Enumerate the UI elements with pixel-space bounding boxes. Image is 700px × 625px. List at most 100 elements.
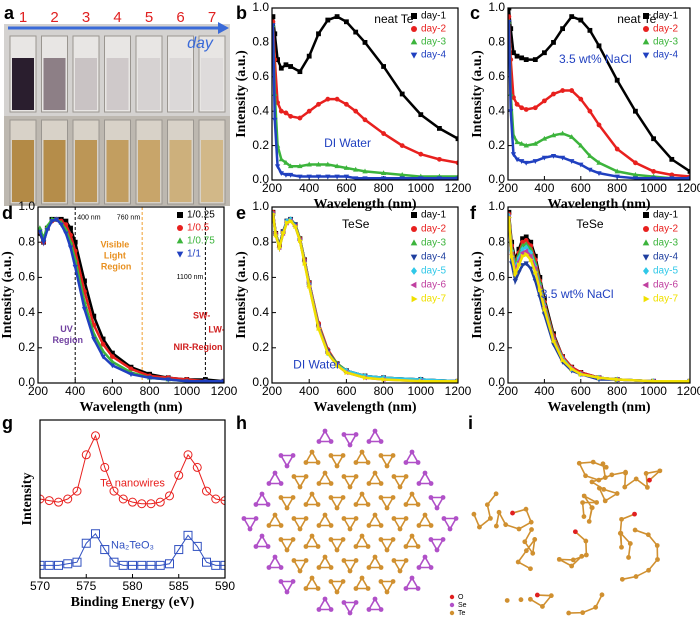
legend-label: day-4 xyxy=(421,50,446,61)
axes-frame xyxy=(37,206,225,384)
atom xyxy=(316,439,322,444)
data-point xyxy=(669,156,675,162)
bond xyxy=(354,576,370,590)
data-point xyxy=(542,306,548,312)
atom xyxy=(403,516,409,521)
bond xyxy=(304,450,320,464)
bond xyxy=(254,492,270,506)
atom xyxy=(315,502,321,507)
data-point xyxy=(155,560,165,570)
bond xyxy=(329,580,345,594)
bond xyxy=(417,471,433,485)
atom xyxy=(618,530,624,536)
x-tick-label: 1200 xyxy=(677,384,700,398)
atom xyxy=(647,477,652,483)
legend-marker xyxy=(642,239,650,246)
atom xyxy=(328,579,334,584)
data-point xyxy=(67,245,74,251)
data-point xyxy=(519,250,525,256)
data-point xyxy=(587,108,593,114)
atom xyxy=(378,579,384,584)
arrow-head xyxy=(218,22,229,34)
atom xyxy=(570,557,576,563)
data-point xyxy=(202,486,211,496)
data-point xyxy=(293,223,299,229)
data-point xyxy=(165,559,174,569)
atom xyxy=(378,565,384,570)
annotation: neat Te xyxy=(617,12,656,26)
data-point xyxy=(520,253,526,259)
atom xyxy=(341,432,347,437)
data-point xyxy=(44,227,50,233)
atom xyxy=(534,592,540,598)
data-point xyxy=(155,497,165,507)
panel-label: f xyxy=(470,203,477,223)
atom xyxy=(266,481,272,486)
atom xyxy=(384,547,390,553)
bond xyxy=(292,559,308,573)
atom xyxy=(581,514,587,519)
data-point xyxy=(532,57,538,62)
atom xyxy=(619,516,624,522)
x-tick-label: 1000 xyxy=(640,384,667,398)
data-point xyxy=(528,239,534,245)
atom xyxy=(340,495,346,500)
data-point xyxy=(363,375,368,381)
atom xyxy=(447,526,453,532)
x-tick-label: 400 xyxy=(534,181,554,195)
atom xyxy=(403,586,409,591)
data-point xyxy=(651,378,657,383)
data-point xyxy=(587,27,593,33)
data-point xyxy=(524,251,530,258)
atom xyxy=(372,596,378,602)
atom xyxy=(309,491,315,497)
atom xyxy=(253,544,259,549)
atom xyxy=(378,495,384,500)
legend-marker xyxy=(411,13,417,19)
bond xyxy=(354,450,370,464)
atom xyxy=(583,538,589,544)
annotation: SW- xyxy=(193,310,210,320)
atom xyxy=(365,544,371,549)
legend-marker xyxy=(411,295,418,303)
atom xyxy=(328,607,334,612)
atom xyxy=(378,453,384,458)
atom xyxy=(614,491,620,496)
annotation-line: Light xyxy=(104,251,129,261)
atom xyxy=(609,472,615,478)
data-point xyxy=(542,98,547,104)
data-point xyxy=(272,14,276,19)
atom xyxy=(347,610,353,616)
legend-label: day-1 xyxy=(653,210,678,221)
atom xyxy=(365,460,371,465)
atom xyxy=(322,428,328,434)
atom xyxy=(627,541,633,546)
atom xyxy=(315,544,321,549)
atom xyxy=(529,527,534,532)
legend-label: day-3 xyxy=(421,238,446,249)
legend-marker xyxy=(642,281,649,289)
legend-label: day-2 xyxy=(653,24,678,35)
atom xyxy=(515,559,521,565)
atom xyxy=(372,554,378,560)
data-point xyxy=(569,14,575,19)
y-tick-label: 0.6 xyxy=(488,270,505,284)
atom xyxy=(353,474,359,479)
atom xyxy=(390,579,396,584)
data-point xyxy=(380,176,387,180)
legend-marker xyxy=(449,610,455,616)
legend-label: day-3 xyxy=(653,238,678,249)
bond xyxy=(392,475,408,489)
data-point xyxy=(514,101,520,107)
atom xyxy=(522,539,528,545)
vial-liquid xyxy=(75,58,97,110)
guide-label: 1100 nm xyxy=(177,274,204,281)
legend-label: day-3 xyxy=(653,37,678,48)
legend-marker xyxy=(643,26,649,32)
bond xyxy=(342,559,358,573)
plot-area xyxy=(272,14,458,180)
data-point xyxy=(551,91,556,97)
atom xyxy=(471,511,477,517)
data-point xyxy=(362,176,368,180)
axes-frame xyxy=(271,7,459,181)
